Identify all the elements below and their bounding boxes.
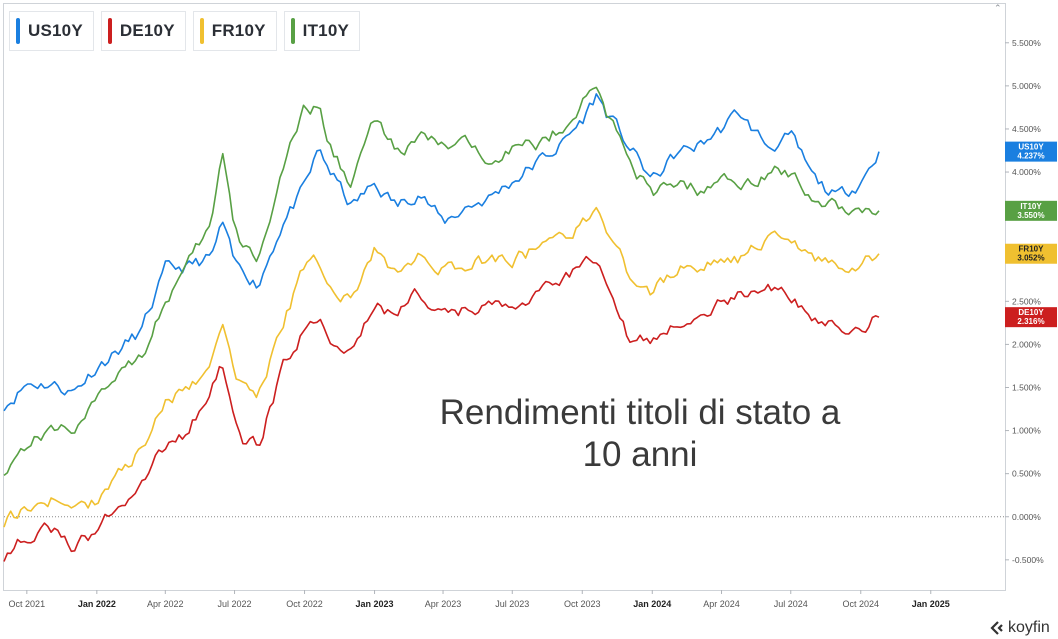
legend-color-de10y bbox=[107, 18, 112, 44]
y-tick-label: 4.500% bbox=[1012, 124, 1041, 134]
y-tick-label: 2.500% bbox=[1012, 296, 1041, 306]
brand-name: koyfin bbox=[1008, 619, 1050, 636]
legend-item-it10y[interactable]: IT10Y bbox=[283, 11, 361, 51]
value-badge-de10y bbox=[1005, 307, 1057, 328]
x-tick-label: Oct 2021 bbox=[9, 599, 46, 609]
x-tick-label: Apr 2024 bbox=[703, 599, 740, 609]
x-tick-label: Oct 2023 bbox=[564, 599, 601, 609]
legend-color-fr10y bbox=[199, 18, 204, 44]
series-line-us10y bbox=[3, 93, 880, 412]
legend-label-us10y: US10Y bbox=[28, 21, 83, 40]
y-tick-label: 1.000% bbox=[1012, 426, 1041, 436]
y-tick-label: 4.000% bbox=[1012, 167, 1041, 177]
legend-label-it10y: IT10Y bbox=[302, 21, 350, 40]
y-tick-label: 5.000% bbox=[1012, 81, 1041, 91]
badge-value-it10y: 3.550% bbox=[1017, 211, 1044, 220]
legend-label-fr10y: FR10Y bbox=[211, 21, 266, 40]
badge-value-fr10y: 3.052% bbox=[1017, 254, 1044, 263]
caption-line-2: 10 anni bbox=[582, 435, 698, 474]
series-line-it10y bbox=[3, 86, 880, 477]
series-line-de10y bbox=[3, 255, 880, 562]
legend-item-fr10y[interactable]: FR10Y bbox=[192, 11, 277, 51]
legend-item-de10y[interactable]: DE10Y bbox=[100, 11, 186, 51]
x-tick-label: Jul 2024 bbox=[774, 599, 808, 609]
x-tick-label: Oct 2022 bbox=[286, 599, 323, 609]
expand-icon[interactable]: ⌃ bbox=[994, 4, 1002, 14]
koyfin-logo: koyfin bbox=[989, 619, 1050, 637]
badge-value-us10y: 4.237% bbox=[1017, 152, 1044, 161]
x-tick-label: Jan 2022 bbox=[78, 599, 116, 609]
value-badge-fr10y bbox=[1005, 243, 1057, 264]
y-tick-label: -0.500% bbox=[1012, 555, 1044, 565]
legend-label-de10y: DE10Y bbox=[119, 21, 175, 40]
chart-frame bbox=[3, 3, 1006, 591]
y-tick-label: 2.000% bbox=[1012, 339, 1041, 349]
x-tick-label: Apr 2022 bbox=[147, 599, 184, 609]
koyfin-icon bbox=[990, 621, 1003, 635]
legend-color-it10y bbox=[290, 18, 295, 44]
x-tick-label: Jan 2025 bbox=[912, 599, 950, 609]
legend-item-us10y[interactable]: US10Y bbox=[9, 11, 94, 51]
y-tick-label: 0.500% bbox=[1012, 469, 1041, 479]
badge-name-us10y: US10Y bbox=[1018, 143, 1044, 152]
badge-name-it10y: IT10Y bbox=[1020, 202, 1042, 211]
x-tick-label: Jan 2024 bbox=[633, 599, 671, 609]
chart-caption: Rendimenti titoli di stato a 10 anni bbox=[420, 392, 860, 476]
legend: US10Y DE10Y FR10Y IT10Y bbox=[9, 11, 361, 51]
x-tick-label: Jan 2023 bbox=[356, 599, 394, 609]
x-tick-label: Oct 2024 bbox=[842, 599, 879, 609]
badge-name-de10y: DE10Y bbox=[1018, 308, 1044, 317]
series-line-fr10y bbox=[3, 206, 880, 528]
y-tick-label: 0.000% bbox=[1012, 512, 1041, 522]
caption-line-1: Rendimenti titoli di stato a bbox=[439, 393, 841, 432]
y-tick-label: 1.500% bbox=[1012, 382, 1041, 392]
badge-name-fr10y: FR10Y bbox=[1019, 245, 1045, 254]
y-tick-label: 5.500% bbox=[1012, 38, 1041, 48]
x-tick-label: Apr 2023 bbox=[425, 599, 462, 609]
x-tick-label: Jul 2022 bbox=[218, 599, 252, 609]
badge-value-de10y: 2.316% bbox=[1017, 317, 1044, 326]
legend-color-us10y bbox=[16, 18, 20, 44]
x-tick-label: Jul 2023 bbox=[495, 599, 529, 609]
value-badge-it10y bbox=[1005, 200, 1057, 221]
value-badge-us10y bbox=[1005, 141, 1057, 162]
